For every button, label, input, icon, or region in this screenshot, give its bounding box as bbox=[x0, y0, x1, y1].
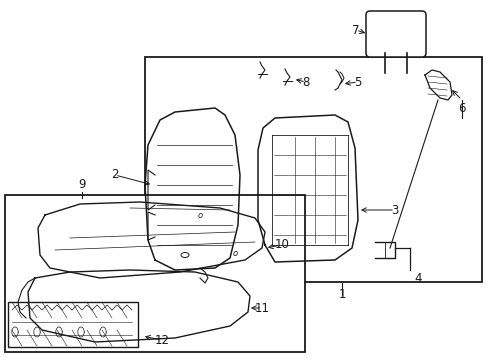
Bar bbox=[8, 302, 138, 347]
Bar bbox=[145, 57, 481, 282]
FancyBboxPatch shape bbox=[365, 11, 425, 57]
Text: 5: 5 bbox=[354, 76, 361, 89]
Text: 1: 1 bbox=[338, 288, 345, 302]
Text: 12: 12 bbox=[154, 333, 169, 346]
Text: 3: 3 bbox=[390, 203, 398, 216]
Bar bbox=[5, 195, 305, 352]
Text: o: o bbox=[232, 248, 237, 257]
Text: 7: 7 bbox=[351, 23, 359, 36]
Text: 6: 6 bbox=[457, 102, 465, 114]
Text: 2: 2 bbox=[111, 168, 119, 181]
Text: 4: 4 bbox=[413, 271, 421, 284]
Text: 11: 11 bbox=[254, 302, 269, 315]
Ellipse shape bbox=[181, 252, 189, 257]
Text: 10: 10 bbox=[274, 238, 289, 252]
Text: o: o bbox=[197, 211, 202, 220]
Text: 8: 8 bbox=[302, 76, 309, 89]
Text: 9: 9 bbox=[78, 179, 85, 192]
